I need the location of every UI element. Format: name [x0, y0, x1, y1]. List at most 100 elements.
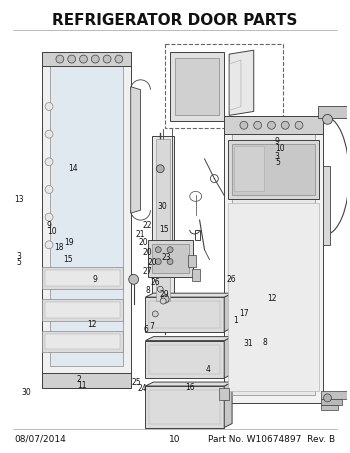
Bar — [156, 139, 170, 301]
Text: 21: 21 — [135, 230, 145, 239]
Bar — [42, 52, 131, 66]
Text: 31: 31 — [244, 339, 253, 348]
Text: 20: 20 — [147, 258, 157, 267]
Text: 3: 3 — [16, 251, 21, 260]
Bar — [228, 140, 319, 199]
Circle shape — [324, 394, 331, 402]
Text: 20: 20 — [139, 238, 148, 247]
Bar — [321, 399, 342, 405]
Text: 10: 10 — [275, 144, 285, 153]
Bar — [234, 146, 264, 192]
Circle shape — [295, 121, 303, 129]
Circle shape — [56, 55, 64, 63]
Text: 24: 24 — [137, 384, 147, 393]
Bar — [152, 136, 174, 304]
Text: 9: 9 — [92, 275, 97, 284]
Polygon shape — [146, 293, 232, 297]
Text: 12: 12 — [87, 320, 97, 329]
Circle shape — [240, 121, 248, 129]
Bar — [321, 405, 338, 410]
Bar — [323, 166, 330, 245]
Polygon shape — [146, 297, 224, 332]
Text: 4: 4 — [206, 365, 211, 374]
Text: 14: 14 — [68, 164, 78, 173]
Bar — [232, 144, 315, 195]
Bar — [42, 299, 123, 321]
Text: 2: 2 — [77, 375, 82, 384]
Text: 1: 1 — [233, 316, 238, 325]
Polygon shape — [146, 337, 232, 341]
Circle shape — [267, 121, 275, 129]
Text: 13: 13 — [14, 195, 23, 204]
Circle shape — [45, 130, 53, 138]
Circle shape — [79, 55, 88, 63]
Bar — [232, 124, 315, 395]
Circle shape — [155, 247, 161, 253]
Bar — [219, 388, 229, 400]
Text: REFRIGERATOR DOOR PARTS: REFRIGERATOR DOOR PARTS — [52, 13, 298, 28]
Text: 27: 27 — [142, 267, 152, 276]
Bar — [42, 331, 123, 352]
Text: 8: 8 — [146, 285, 150, 294]
Text: 5: 5 — [275, 159, 280, 168]
Circle shape — [45, 186, 53, 193]
Circle shape — [167, 247, 173, 253]
Bar — [42, 373, 131, 388]
Polygon shape — [224, 337, 232, 378]
Text: 19: 19 — [64, 238, 74, 247]
Text: 30: 30 — [158, 202, 168, 211]
Polygon shape — [229, 50, 254, 116]
Text: 30: 30 — [22, 388, 32, 396]
Text: 20: 20 — [142, 248, 152, 257]
Bar — [170, 52, 224, 121]
Text: 29: 29 — [160, 290, 169, 299]
Text: 23: 23 — [161, 253, 171, 262]
Bar — [175, 58, 219, 116]
Bar — [224, 116, 323, 134]
Text: Part No. W10674897  Rev. B: Part No. W10674897 Rev. B — [208, 435, 335, 444]
Text: 6: 6 — [144, 325, 149, 334]
Polygon shape — [131, 87, 141, 213]
Polygon shape — [42, 52, 131, 388]
Text: 16: 16 — [186, 383, 195, 392]
Circle shape — [45, 241, 53, 249]
Circle shape — [68, 55, 76, 63]
Text: 17: 17 — [239, 309, 248, 318]
Polygon shape — [224, 293, 232, 332]
Text: 08/07/2014: 08/07/2014 — [15, 435, 66, 444]
Bar — [224, 116, 323, 403]
Text: 15: 15 — [63, 255, 73, 264]
Circle shape — [45, 213, 53, 221]
Text: 22: 22 — [142, 221, 152, 230]
Text: 25: 25 — [132, 378, 141, 387]
Polygon shape — [188, 255, 196, 266]
Circle shape — [152, 311, 158, 317]
Text: 9: 9 — [275, 137, 280, 146]
Circle shape — [323, 115, 332, 124]
Text: 18: 18 — [55, 243, 64, 252]
Circle shape — [254, 121, 261, 129]
Circle shape — [155, 259, 161, 265]
Bar — [228, 203, 319, 391]
Circle shape — [45, 158, 53, 166]
Bar — [50, 60, 123, 366]
Text: 8: 8 — [263, 338, 268, 347]
Circle shape — [161, 295, 169, 303]
Text: 10: 10 — [169, 435, 181, 444]
Text: 26: 26 — [227, 275, 236, 284]
Text: 12: 12 — [267, 294, 276, 303]
Polygon shape — [192, 270, 199, 281]
Text: 7: 7 — [149, 322, 154, 331]
Bar — [165, 44, 283, 128]
Bar — [45, 334, 120, 349]
Circle shape — [45, 269, 53, 276]
Text: 3: 3 — [275, 152, 280, 161]
Circle shape — [157, 286, 163, 292]
Text: 5: 5 — [16, 258, 21, 267]
Text: 9: 9 — [47, 221, 52, 230]
Bar — [45, 302, 120, 318]
Bar — [148, 240, 193, 277]
Circle shape — [129, 275, 139, 284]
Bar — [318, 106, 347, 118]
Polygon shape — [224, 382, 232, 428]
